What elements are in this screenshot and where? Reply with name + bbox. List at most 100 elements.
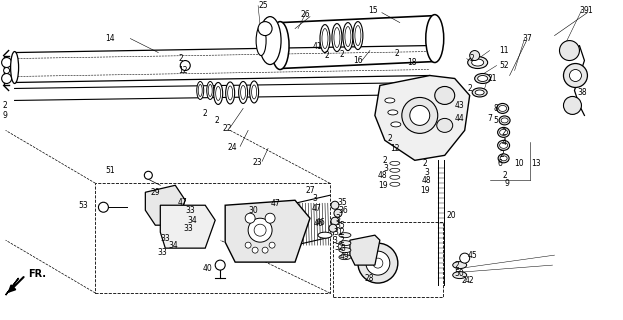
Ellipse shape [256,26,266,56]
Ellipse shape [318,232,332,238]
Polygon shape [145,185,185,225]
Text: 15: 15 [368,6,378,15]
Text: 50: 50 [455,268,465,277]
Text: 13: 13 [531,159,541,168]
Circle shape [373,258,383,268]
Ellipse shape [214,83,222,104]
Text: 33: 33 [185,206,195,215]
Text: 31: 31 [333,228,343,237]
Ellipse shape [207,82,214,100]
Circle shape [269,242,275,248]
Ellipse shape [499,116,510,125]
Text: 35: 35 [335,221,345,230]
Text: 2: 2 [462,276,467,284]
Text: 2: 2 [383,156,388,165]
Text: 8: 8 [493,104,498,113]
Ellipse shape [353,22,363,50]
Text: 2: 2 [214,116,219,125]
Text: 19: 19 [420,186,429,195]
Text: 46: 46 [316,218,326,227]
Circle shape [334,209,342,217]
Ellipse shape [322,28,328,49]
Ellipse shape [475,90,484,95]
Text: 52: 52 [500,61,509,70]
Text: 47: 47 [271,199,281,208]
Text: 32: 32 [334,243,343,252]
Ellipse shape [320,25,330,52]
Circle shape [470,51,480,60]
Text: 2: 2 [340,228,345,237]
Text: 23: 23 [252,158,262,167]
Circle shape [331,201,339,209]
Ellipse shape [216,86,221,100]
Polygon shape [375,76,470,160]
Ellipse shape [501,118,508,123]
Text: 21: 21 [488,74,497,83]
Text: 2: 2 [455,260,459,270]
Ellipse shape [250,81,259,103]
Ellipse shape [478,76,488,82]
Ellipse shape [343,23,353,51]
Circle shape [145,171,153,179]
Text: 24: 24 [227,143,237,152]
Ellipse shape [497,103,508,113]
Ellipse shape [500,156,507,161]
Ellipse shape [498,105,506,111]
Ellipse shape [472,88,487,97]
Circle shape [410,105,430,125]
Ellipse shape [240,85,245,100]
Circle shape [245,242,251,248]
Text: 53: 53 [78,201,88,210]
Circle shape [559,41,579,60]
Text: 26: 26 [300,10,310,19]
Ellipse shape [453,272,467,279]
Text: 12: 12 [390,144,399,153]
Text: 9: 9 [505,179,510,188]
Circle shape [402,98,438,133]
Circle shape [180,60,190,70]
Ellipse shape [252,85,257,99]
Text: 2: 2 [500,150,505,159]
Text: 41: 41 [313,42,323,51]
Ellipse shape [385,98,395,103]
Ellipse shape [345,27,351,46]
Text: 37: 37 [523,34,532,43]
Circle shape [366,251,390,275]
Text: 9: 9 [2,111,7,120]
Text: 3: 3 [332,236,337,245]
Text: 43: 43 [455,101,465,110]
Text: 20: 20 [447,211,457,220]
Ellipse shape [227,86,232,100]
Text: 5: 5 [493,116,498,125]
Text: 47: 47 [178,198,187,207]
Circle shape [248,218,272,242]
Text: 3: 3 [312,194,317,203]
Ellipse shape [208,84,212,96]
Ellipse shape [179,222,188,226]
Text: 12: 12 [178,66,188,75]
Ellipse shape [339,241,351,246]
Text: 11: 11 [500,46,509,55]
Ellipse shape [475,74,491,84]
Text: 2: 2 [340,236,345,245]
Ellipse shape [500,129,508,135]
Text: 29: 29 [150,188,160,197]
Text: 3: 3 [335,214,340,223]
Text: 33: 33 [160,234,170,243]
Circle shape [2,74,12,84]
Text: 2: 2 [325,51,330,60]
Text: 2: 2 [202,109,207,118]
Ellipse shape [435,86,455,104]
Ellipse shape [498,154,509,163]
Text: 44: 44 [455,114,465,123]
Ellipse shape [498,140,510,150]
Text: 27: 27 [305,186,315,195]
Text: 2: 2 [178,54,183,63]
Ellipse shape [388,110,398,115]
Text: 4: 4 [502,138,506,147]
Text: 2: 2 [388,134,392,143]
Ellipse shape [226,82,235,104]
Circle shape [262,247,268,253]
Text: 42: 42 [465,276,474,284]
Ellipse shape [426,15,444,62]
